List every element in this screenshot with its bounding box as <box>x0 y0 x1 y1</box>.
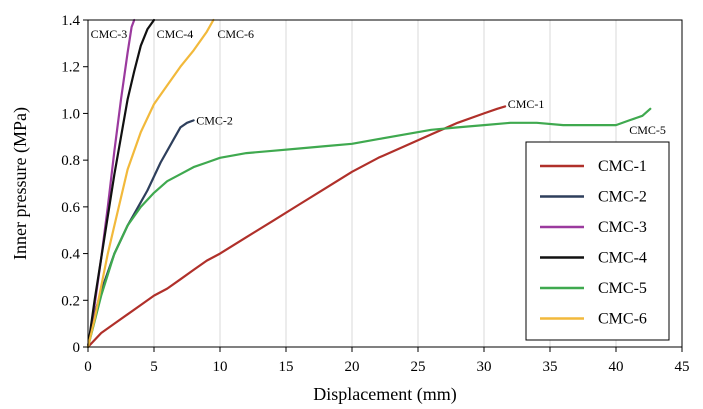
y-tick-label: 1.4 <box>61 13 80 29</box>
x-tick-label: 20 <box>345 359 360 375</box>
legend-box <box>525 141 670 341</box>
y-tick-label: 0.4 <box>61 247 80 263</box>
y-tick-label: 1.0 <box>61 106 80 122</box>
annotation-cmc-1: CMC-1 <box>508 97 545 111</box>
annotation-cmc-2: CMC-2 <box>196 113 233 127</box>
plot-frame <box>87 19 683 348</box>
x-tick-label: 30 <box>477 359 492 375</box>
legend: CMC-1 CMC-2 CMC-3 CMC-4 CMC-5 CMC-6 <box>525 141 670 341</box>
x-tick-label: 0 <box>84 359 92 375</box>
legend-label-cmc-6: CMC-6 <box>598 311 647 328</box>
y-axis-label: Inner pressure (MPa) <box>10 107 31 260</box>
x-tick-label: 5 <box>150 359 158 375</box>
annotation-cmc-5: CMC-5 <box>629 123 666 137</box>
series-annotations: CMC-3 CMC-4 CMC-6 CMC-2 CMC-1 CMC-5 <box>91 27 666 137</box>
x-tick-label: 10 <box>213 359 228 375</box>
series-line-cmc-4 <box>86 18 156 349</box>
x-axis-label: Displacement (mm) <box>313 384 456 405</box>
annotation-cmc-4: CMC-4 <box>157 27 194 41</box>
y-tick-label: 0.6 <box>61 200 80 216</box>
series-line-cmc-1 <box>86 105 507 349</box>
y-tick-label: 0.8 <box>61 153 80 169</box>
y-tick-label: 0.2 <box>61 293 80 309</box>
series-line-cmc-6 <box>86 18 215 349</box>
gridlines <box>153 20 617 347</box>
x-tick-label: 15 <box>279 359 294 375</box>
x-tick-label: 45 <box>675 359 690 375</box>
annotation-cmc-3: CMC-3 <box>91 27 128 41</box>
legend-label-cmc-1: CMC-1 <box>598 158 647 175</box>
y-tick-label: 0 <box>73 340 81 356</box>
legend-label-cmc-2: CMC-2 <box>598 189 647 206</box>
annotation-cmc-6: CMC-6 <box>217 27 254 41</box>
x-tick-label: 25 <box>411 359 426 375</box>
legend-label-cmc-4: CMC-4 <box>598 250 647 267</box>
legend-label-cmc-3: CMC-3 <box>598 219 647 236</box>
y-tick-label: 1.2 <box>61 60 80 76</box>
legend-label-cmc-5: CMC-5 <box>598 280 647 297</box>
axis-ticks: 0 5 10 15 20 25 30 35 40 45 0 0.2 0.4 0.6 0.8 1.0 1.2 1.4 <box>61 13 689 375</box>
series-lines <box>86 18 652 349</box>
series-line-cmc-5 <box>86 107 652 349</box>
x-tick-label: 35 <box>543 359 558 375</box>
x-tick-label: 40 <box>609 359 624 375</box>
